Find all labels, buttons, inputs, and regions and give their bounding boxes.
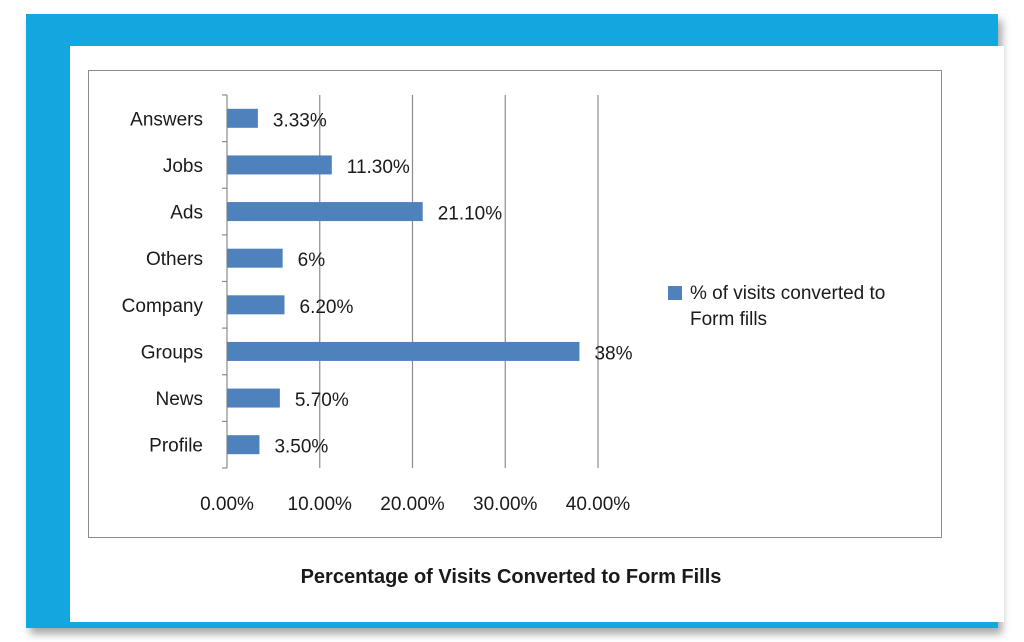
category-label: News: [155, 389, 203, 410]
value-label: 3.33%: [273, 110, 327, 131]
labels: 0.00% 10.00% 20.00% 30.00% 40.00% Answers 3.33…: [122, 109, 633, 515]
x-tick-label: 0.00%: [200, 494, 254, 515]
bar: [227, 108, 258, 128]
value-label: 3.50%: [274, 437, 328, 458]
bar: [227, 202, 423, 222]
bar: [227, 435, 260, 455]
category-label: Groups: [141, 342, 203, 363]
category-label: Ads: [170, 203, 203, 224]
category-label: Answers: [130, 109, 203, 130]
x-tick-label: 10.00%: [288, 494, 353, 515]
chart-title: Percentage of Visits Converted to Form F…: [300, 566, 722, 588]
bar: [227, 248, 283, 268]
value-label: 6%: [298, 250, 326, 271]
bars: [227, 108, 580, 455]
category-label: Others: [146, 249, 203, 270]
category-label: Jobs: [163, 156, 203, 177]
x-tick-label: 30.00%: [473, 494, 538, 515]
legend: % of visits converted to Form fills: [668, 283, 885, 330]
category-label: Profile: [149, 436, 203, 457]
bar: [227, 155, 332, 175]
legend-label-line1: % of visits converted to: [690, 283, 885, 304]
axes: [222, 94, 228, 469]
x-tick-label: 20.00%: [380, 494, 445, 515]
category-label: Company: [122, 296, 204, 317]
value-label: 6.20%: [300, 297, 354, 318]
value-label: 5.70%: [295, 390, 349, 411]
value-label: 21.10%: [438, 204, 503, 225]
bar: [227, 341, 580, 361]
legend-swatch: [668, 286, 682, 300]
x-tick-label: 40.00%: [566, 494, 631, 515]
gridlines: [319, 95, 599, 468]
value-label: 38%: [594, 343, 632, 364]
value-label: 11.30%: [347, 157, 410, 178]
bar: [227, 388, 280, 408]
bar: [227, 295, 285, 315]
legend-label-line2: Form fills: [690, 309, 767, 330]
